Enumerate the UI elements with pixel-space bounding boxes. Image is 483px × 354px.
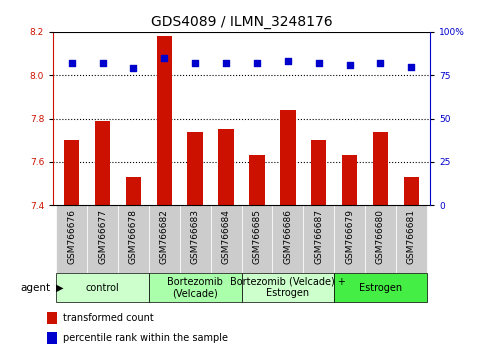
Bar [242, 205, 272, 273]
Bar [218, 130, 234, 205]
Text: GSM766684: GSM766684 [222, 209, 230, 264]
Bar [404, 177, 419, 205]
Point [99, 60, 106, 66]
Text: Bortezomib
(Velcade): Bortezomib (Velcade) [167, 277, 223, 298]
Bar [249, 155, 265, 205]
Point [222, 60, 230, 66]
Point [253, 60, 261, 66]
Bar [47, 312, 57, 324]
Bar [311, 140, 327, 205]
Bar [87, 205, 118, 273]
Bar [365, 205, 396, 273]
Text: GSM766680: GSM766680 [376, 209, 385, 264]
Point [315, 60, 323, 66]
Point [68, 60, 75, 66]
Bar [342, 155, 357, 205]
Text: GSM766682: GSM766682 [160, 209, 169, 264]
Bar [180, 205, 211, 273]
Bar [156, 36, 172, 205]
Bar [334, 205, 365, 273]
Bar [373, 132, 388, 205]
Text: GSM766685: GSM766685 [253, 209, 261, 264]
Text: Estrogen: Estrogen [359, 282, 402, 293]
Bar [334, 273, 427, 302]
Text: control: control [85, 282, 119, 293]
Point [408, 64, 415, 69]
Bar [242, 273, 334, 302]
Bar [118, 205, 149, 273]
Text: agent: agent [21, 282, 51, 293]
Title: GDS4089 / ILMN_3248176: GDS4089 / ILMN_3248176 [151, 16, 332, 29]
Point [160, 55, 168, 61]
Bar [272, 205, 303, 273]
Bar [149, 273, 242, 302]
Text: GSM766678: GSM766678 [129, 209, 138, 264]
Text: GSM766683: GSM766683 [191, 209, 199, 264]
Bar [396, 205, 427, 273]
Point [346, 62, 354, 68]
Point [377, 60, 384, 66]
Text: GSM766677: GSM766677 [98, 209, 107, 264]
Text: percentile rank within the sample: percentile rank within the sample [63, 333, 228, 343]
Point [129, 65, 137, 71]
Text: GSM766687: GSM766687 [314, 209, 323, 264]
Bar [211, 205, 242, 273]
Text: ▶: ▶ [56, 282, 63, 293]
Text: GSM766679: GSM766679 [345, 209, 354, 264]
Text: Bortezomib (Velcade) +
Estrogen: Bortezomib (Velcade) + Estrogen [230, 277, 346, 298]
Bar [187, 132, 203, 205]
Text: GSM766676: GSM766676 [67, 209, 76, 264]
Text: transformed count: transformed count [63, 313, 154, 323]
Bar [280, 110, 296, 205]
Bar [47, 332, 57, 344]
Text: GSM766681: GSM766681 [407, 209, 416, 264]
Text: GSM766686: GSM766686 [284, 209, 292, 264]
Point [284, 58, 292, 64]
Bar [56, 205, 87, 273]
Bar [149, 205, 180, 273]
Bar [303, 205, 334, 273]
Bar [95, 121, 110, 205]
Bar [64, 140, 79, 205]
Bar [56, 273, 149, 302]
Bar [126, 177, 141, 205]
Point [191, 60, 199, 66]
